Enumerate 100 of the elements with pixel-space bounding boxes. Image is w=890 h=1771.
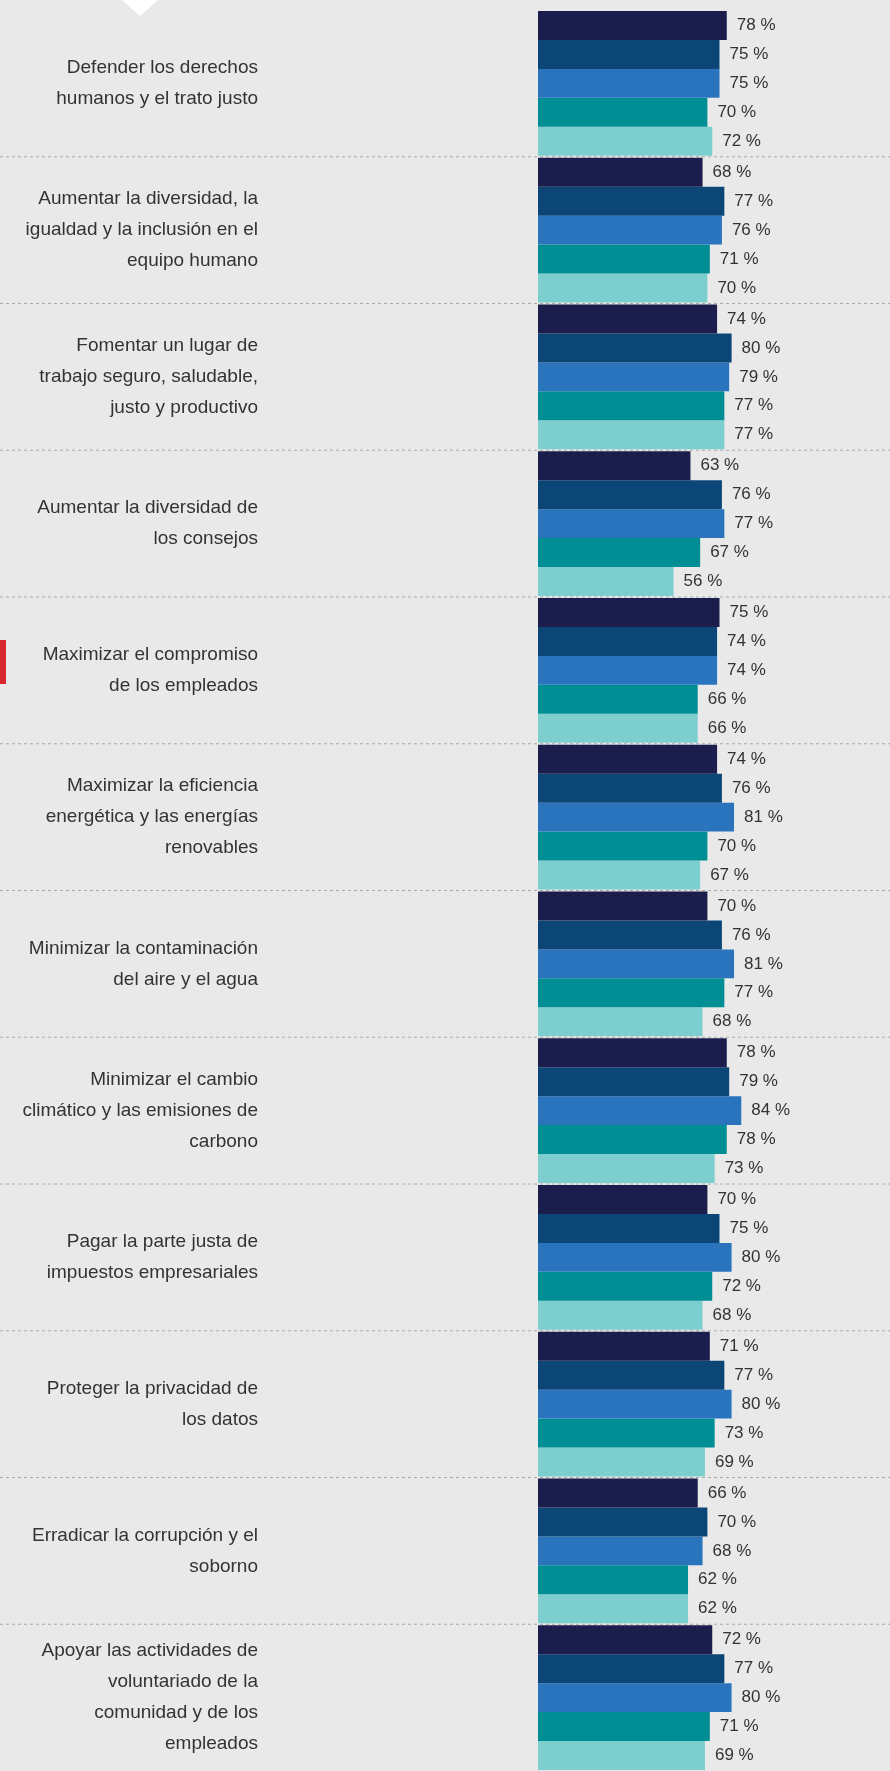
data-label: 70 % [717,277,757,297]
bar [538,451,691,481]
data-label: 62 % [698,1569,737,1589]
bar [538,273,708,303]
data-label: 75 % [729,602,769,622]
y-tick-label: Minimizar la contaminación del aire y el agua [28,936,259,989]
bar [538,1507,708,1537]
data-label: 70 % [717,101,757,121]
data-label: 70 % [717,895,757,915]
bar [538,1654,725,1684]
data-label: 66 % [707,717,747,737]
data-label: 80 % [741,1687,781,1707]
bar [538,598,720,628]
bar [538,1683,732,1713]
bar [538,920,722,950]
data-label: 56 % [683,571,723,591]
bar [538,97,708,127]
data-label: 68 % [712,1304,752,1324]
y-tick-label: Apoyar las actividades de voluntariado de la comunidad y de los empleados [41,1639,259,1754]
bar [538,304,718,334]
data-label: 81 % [744,953,783,973]
bar [538,566,674,596]
bar [538,978,725,1008]
bar [538,1447,705,1477]
bar [538,1418,715,1448]
bar [538,773,722,803]
bar [538,538,701,567]
bar [538,333,732,363]
data-label: 72 % [722,1275,761,1295]
data-label: 70 % [717,1511,757,1531]
bar [538,949,735,979]
data-label: 81 % [744,806,783,826]
bar [538,391,725,421]
data-label: 84 % [751,1100,791,1120]
bar [538,362,730,392]
data-label: 76 % [731,484,771,504]
data-label: 66 % [707,1482,747,1502]
bar [538,1038,727,1068]
data-label: 74 % [727,748,766,768]
data-label: 77 % [734,982,774,1002]
bar [538,480,722,510]
y-tick-label: Maximizar la eficiencia energética y las energías renovables [45,774,259,858]
bar [538,831,708,861]
data-label: 67 % [710,542,749,562]
data-label: 69 % [714,1745,754,1765]
bar [538,186,725,216]
bar [538,802,735,832]
bar [538,1125,727,1154]
bar [538,40,720,69]
bar [538,1271,713,1301]
data-label: 68 % [712,1540,752,1560]
data-label: 68 % [712,161,752,181]
data-label: 71 % [719,1716,759,1736]
bar [538,684,698,714]
data-label: 77 % [734,395,774,415]
y-tick-label: Minimizar el cambio climático y las emisiones de carbono [22,1067,258,1151]
bar [538,1096,742,1126]
bar [538,1067,730,1097]
bar [538,744,718,774]
data-label: 72 % [722,1629,761,1649]
data-label: 73 % [724,1158,764,1178]
data-label: 78 % [736,1129,776,1149]
data-label: 77 % [734,1364,774,1384]
bar [538,1565,689,1595]
data-label: 75 % [729,73,769,93]
bar [538,891,708,921]
data-label: 77 % [734,513,774,533]
bar [538,1536,703,1566]
bar [538,860,701,890]
bar [538,11,727,41]
bar [538,215,722,245]
y-tick-label: Aumentar la diversidad de los consejos [37,496,258,549]
data-label: 66 % [707,688,747,708]
data-label: 74 % [727,660,766,680]
bar [538,1153,715,1183]
data-label: 72 % [722,130,761,150]
data-label: 68 % [712,1011,752,1031]
bar [538,1300,703,1330]
data-label: 71 % [719,1335,759,1355]
bar [538,1594,689,1624]
data-label: 74 % [727,631,766,651]
bar [538,1242,732,1272]
data-label: 79 % [739,366,778,386]
data-label: 62 % [698,1598,737,1618]
data-label: 67 % [710,864,749,884]
y-tick-label: Fomentar un lugar de trabajo seguro, saludable, justo y productivo [39,334,258,418]
data-label: 71 % [719,248,759,268]
bar [538,1185,708,1215]
data-label: 80 % [741,1393,781,1413]
data-label: 73 % [724,1422,764,1442]
bar [538,627,718,656]
bar [538,157,703,187]
y-tick-label: Pagar la parte justa de impuestos empresariales [46,1230,258,1283]
bar [538,1214,720,1243]
bar [538,68,720,98]
bar [538,1389,732,1419]
data-label: 80 % [741,1247,781,1267]
data-label: 78 % [736,1042,776,1062]
data-label: 75 % [729,44,769,64]
data-label: 70 % [717,835,757,855]
